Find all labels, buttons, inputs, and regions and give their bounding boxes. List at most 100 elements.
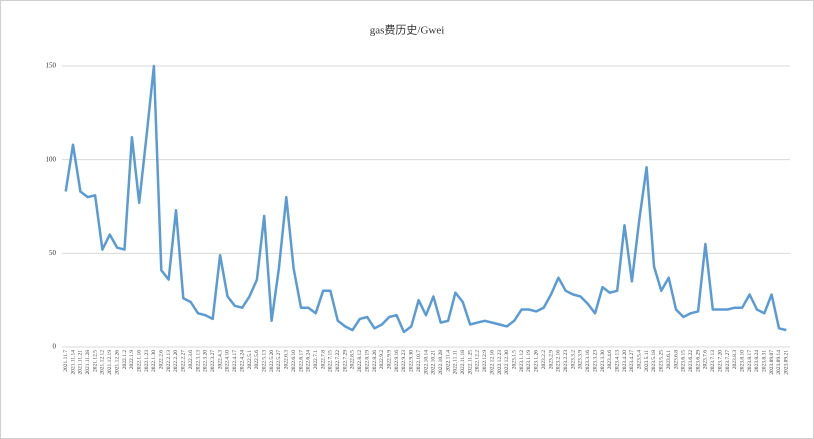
x-tick-label: 2023.5.11 [644,350,650,372]
x-tick-label: 2023.8.31 [762,350,768,372]
x-tick-label: 2023.2.16 [556,350,562,372]
x-tick-label: 2022.12.16 [489,350,495,375]
x-tick-label: 2022.12.2 [475,350,481,372]
y-tick-label: 50 [49,249,57,257]
x-tick-label: 2022.3.27 [210,350,216,372]
x-tick-label: 2023.09.07 [769,350,775,375]
x-tick-label: 2023.4.20 [622,350,628,372]
x-tick-label: 2023.7.6 [703,350,709,370]
x-tick-label: 2022.10.14 [423,350,429,375]
x-tick-label: 2022.6.17 [298,350,304,372]
x-tick-label: 2022.9.16 [394,350,400,372]
x-tick-label: 2021.11.7 [63,350,69,372]
x-tick-label: 2023.7.20 [717,350,723,372]
y-tick-label: 0 [53,343,57,351]
y-tick-label: 150 [46,62,57,70]
x-tick-label: 2023.1.19 [526,350,532,372]
x-tick-label: 2022.10.21 [431,350,437,375]
x-tick-label: 2023.4.27 [629,350,635,372]
x-tick-label: 2023.1.5 [512,350,518,370]
x-tick-label: 2023.3.23 [592,350,598,372]
x-tick-label: 2022.2.20 [173,350,179,372]
x-tick-label: 2023.3.16 [585,350,591,372]
x-tick-label: 2022.7.29 [342,350,348,372]
x-tick-label: 2022.6.10 [291,350,297,372]
x-tick-label: 2022.5.6 [254,350,260,370]
x-tick-label: 2023.4.6 [607,350,613,370]
x-tick-label: 2022.3.13 [195,350,201,372]
x-tick-label: 2023.6.29 [695,350,701,372]
x-tick-label: 2022.8.12 [357,350,363,372]
x-tick-label: 2023.2.23 [563,350,569,372]
x-tick-label: 2021.12.5 [92,350,98,372]
x-tick-label: 2023.09.14 [776,350,782,375]
x-tick-label: 2022.2.6 [159,350,165,370]
x-tick-label: 2022.2.13 [166,350,172,372]
x-tick-label: 2022.6.24 [306,350,312,372]
data-line [64,64,787,334]
x-tick-label: 2022.11.18 [460,350,466,375]
x-tick-label: 2022.5.13 [261,350,267,372]
x-tick-label: 2022.4.17 [232,350,238,372]
x-tick-label: 2022.12.9 [482,350,488,372]
x-tick-label: 2021.11.28 [85,350,91,375]
x-tick-label: 2022.7.22 [335,350,341,372]
x-tick-label: 2022.11.4 [445,350,451,372]
x-tick-label: 2022.1.16 [136,350,142,372]
x-tick-label: 2022.6.3 [284,350,290,370]
x-tick-label: 2022.9.30 [409,350,415,372]
x-tick-label: 2022.7.8 [320,350,326,370]
x-tick-label: 2021.12.12 [100,350,106,375]
x-tick-label: 2022.5.1 [247,350,253,370]
x-tick-label: 2021.11.21 [78,350,84,375]
x-tick-label: 2021.11.14 [70,350,76,375]
x-tick-label: 2022.10.28 [438,350,444,375]
x-tick-label: 2022.9.9 [386,350,392,370]
chart-title: gas费历史/Gwei [370,24,445,37]
x-tick-label: 2023.7.13 [710,350,716,372]
x-tick-label: 2022.7.15 [328,350,334,372]
x-tick-label: 2022.8.19 [364,350,370,372]
x-tick-label: 2022.9.2 [379,350,385,370]
x-tick-label: 2021.12.19 [107,350,113,375]
x-tick-label: 2023.3.9 [578,350,584,370]
x-tick-label: 2023.6.15 [681,350,687,372]
y-tick-label: 100 [46,155,57,163]
x-tick-label: 2022.4.24 [239,350,245,372]
x-tick-label: 2023.5.4 [637,350,643,370]
x-tick-label: 2022.10.7 [416,350,422,372]
x-tick-label: 2023.5.25 [659,350,665,372]
x-tick-label: 2023.6.1 [666,350,672,370]
x-tick-label: 2022.9.23 [401,350,407,372]
x-tick-label: 2023.1.26 [534,350,540,372]
x-tick-label: 2023.8.10 [739,350,745,372]
x-tick-label: 2023.8.24 [754,350,760,372]
x-tick-label: 2022.12.30 [504,350,510,375]
x-tick-label: 2023.6.8 [673,350,679,370]
x-tick-label: 2023.5.18 [651,350,657,372]
x-tick-label: 2022.8.5 [350,350,356,370]
x-tick-label: 2022.11.11 [453,350,459,375]
x-tick-label: 2023.4.13 [614,350,620,372]
x-tick-label: 2022.5.20 [269,350,275,372]
x-tick-label: 2022.12.23 [497,350,503,375]
x-tick-label: 2022.3.20 [203,350,209,372]
x-tick-label: 2023.3.30 [600,350,606,372]
x-tick-label: 2022.3.6 [188,350,194,370]
x-tick-label: 2023.8.3 [732,350,738,370]
x-tick-label: 2021.12.26 [114,350,120,375]
x-tick-label: 2023.8.17 [747,350,753,372]
x-tick-label: 2022.1.2 [122,350,128,370]
x-tick-label: 2022.11.25 [467,350,473,375]
x-tick-label: 2023.6.22 [688,350,694,372]
x-tick-label: 2022.1.23 [144,350,150,372]
x-tick-label: 2023.09.21 [784,350,790,375]
x-tick-label: 2023.7.27 [725,350,731,372]
x-tick-label: 2022.8.26 [372,350,378,372]
x-tick-label: 2022.4.3 [217,350,223,370]
x-tick-label: 2022.2.27 [181,350,187,372]
x-tick-label: 2022.1.30 [151,350,157,372]
x-tick-label: 2022.5.27 [276,350,282,372]
